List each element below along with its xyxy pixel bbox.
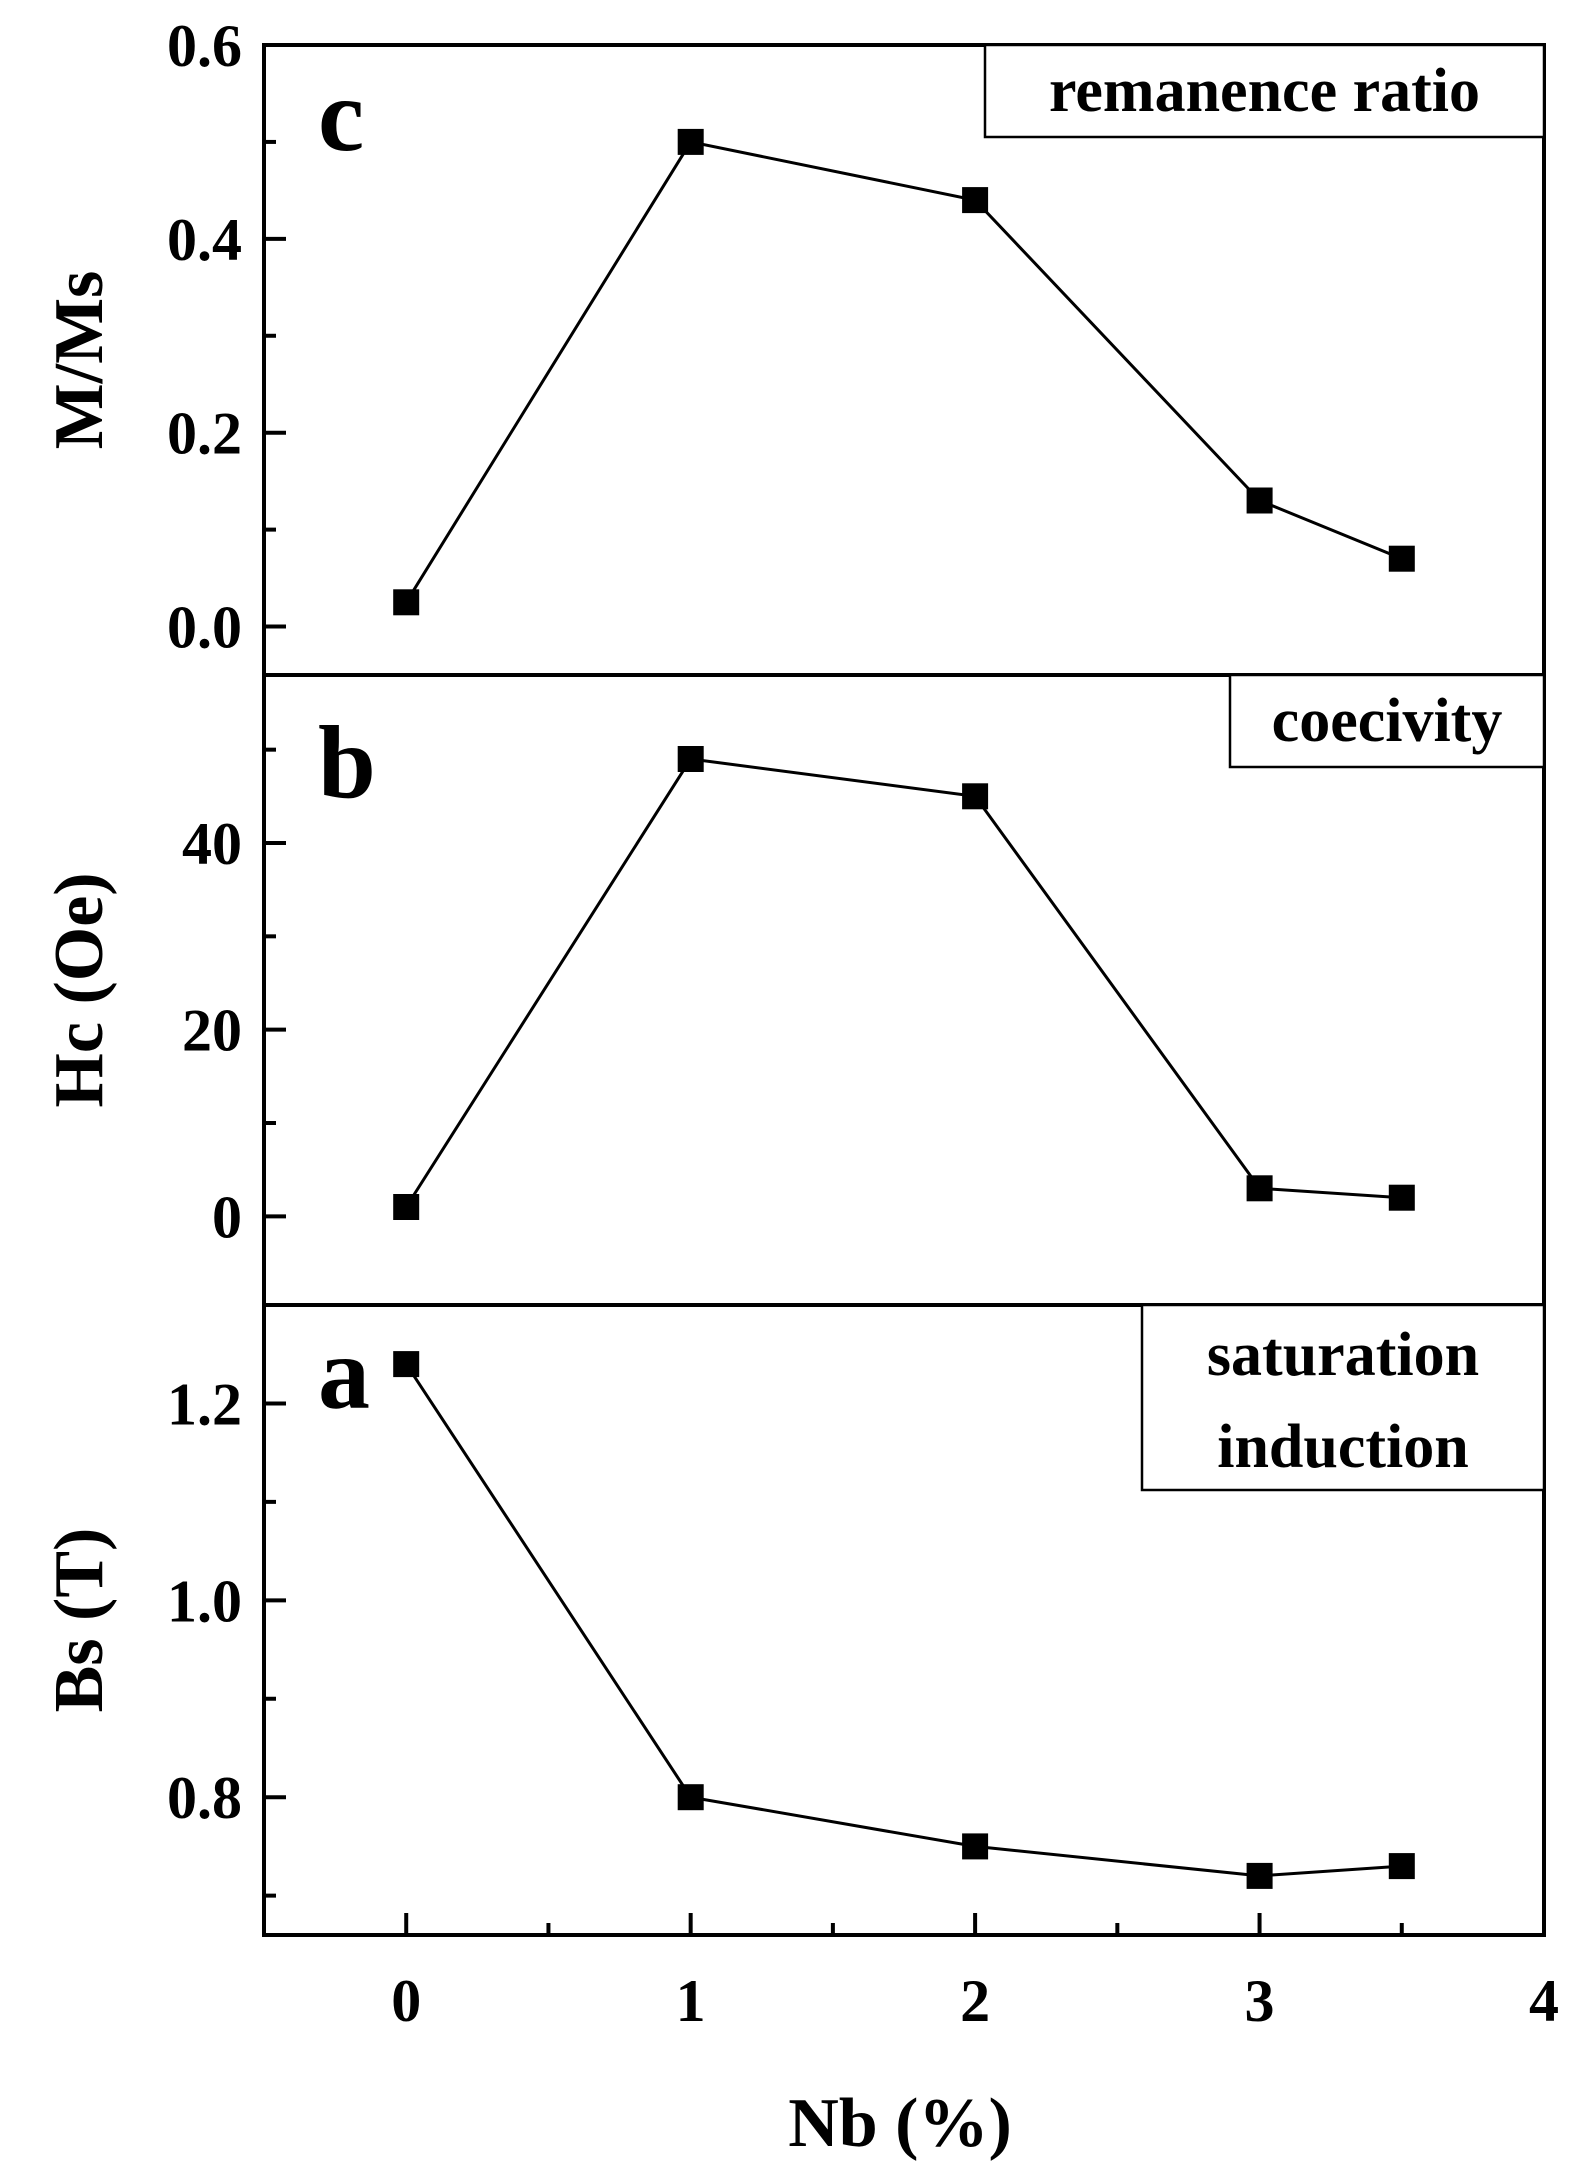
panel-b-legend-label: coecivity [1272,687,1503,755]
panel-c-data-point [1246,487,1273,514]
x-tick-label: 0 [391,1968,421,2034]
panel-b-data-point [393,1194,420,1220]
panel-a-data-point [962,1833,989,1860]
panel-b-y-tick-label: 0 [212,1184,242,1250]
x-axis: 0 1 2 3 4 [391,1913,1559,2034]
panel-c-data-point [962,187,989,214]
panel-b-data-point [1246,1175,1273,1202]
panel-b-data-point [1388,1184,1415,1211]
panel-a-data-point [393,1351,420,1378]
panel-c-letter: c [318,58,364,173]
panel-a-y-tick-label: 0.8 [167,1765,242,1831]
panel-a-legend-label: saturation [1207,1321,1479,1389]
panel-a-letter: a [318,1316,370,1431]
panel-c-y-tick-label: 0.6 [167,13,242,79]
panel-a-frame [262,1303,1546,1937]
panel-a-data-point [1388,1853,1415,1880]
panel-c-legend-box [983,43,1546,139]
panel-a-y-axis-title: Bs (T) [41,1528,118,1713]
x-tick-label: 4 [1529,1968,1559,2034]
panel-b-y-axis-title: Hc (Oe) [41,872,118,1107]
panel-a-data-point [677,1784,704,1811]
panel-c-y-tick-label: 0.2 [167,401,242,467]
panel-a-legend-label: induction [1217,1413,1469,1481]
panel-c-y-tick-label: 0.0 [167,595,242,661]
panel-a: 0.8 1.0 1.2 Bs (T) a saturation induction [41,1303,1546,1937]
panel-c-y-axis-title: M/Ms [41,271,118,450]
x-tick-label: 2 [960,1968,990,2034]
panel-a-legend-box [1140,1303,1546,1492]
panel-c-legend-label: remanence ratio [1049,57,1480,125]
panel-b-y-tick-label: 20 [182,998,242,1064]
panel-c: 0.0 0.2 0.4 0.6 M/Ms c remanence ratio [41,13,1546,677]
panel-b: 0 20 40 Hc (Oe) b coecivity [41,673,1546,1307]
panel-b-data-point [677,746,704,772]
panel-a-y-tick-label: 1.2 [167,1371,242,1437]
panel-c-data-point [1388,545,1415,572]
panel-c-y-tick-label: 0.4 [167,207,242,273]
panel-b-letter: b [318,705,376,820]
panel-b-y-tick-label: 40 [182,811,242,877]
panel-a-data-point [1246,1862,1273,1889]
panel-c-data-point [393,589,420,616]
x-tick-label: 3 [1245,1968,1275,2034]
panel-c-data-point [677,128,704,155]
x-tick-label: 1 [676,1968,706,2034]
panels-group: 0.0 0.2 0.4 0.6 M/Ms c remanence ratio 0 20 40 Hc … [41,13,1546,1937]
panel-a-y-tick-label: 1.0 [167,1568,242,1634]
panel-b-legend-box [1228,673,1546,769]
panel-b-data-point [962,783,989,810]
x-axis-title: Nb (%) [788,2085,1012,2162]
